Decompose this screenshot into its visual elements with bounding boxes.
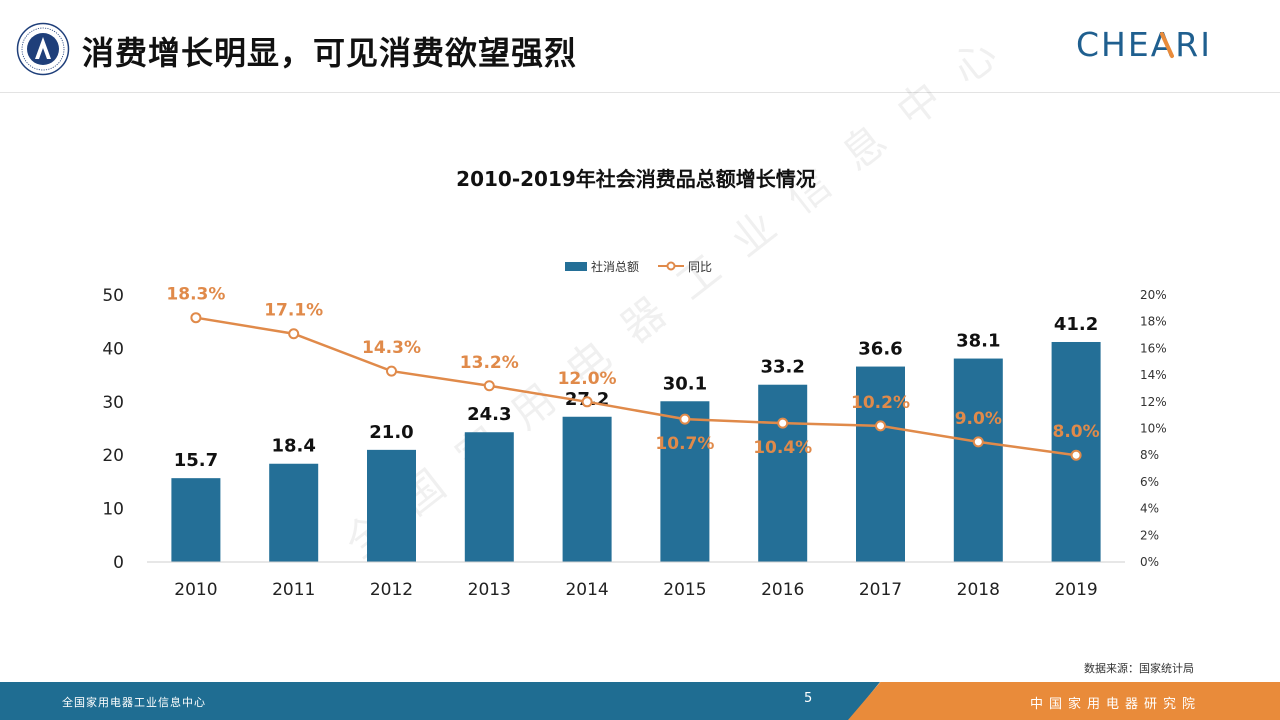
bar-value-label: 36.6 — [858, 339, 902, 360]
cheari-logo: CHEARI — [1076, 25, 1212, 64]
yoy-value-label: 10.4% — [753, 438, 812, 458]
x-tick-label: 2010 — [174, 580, 217, 600]
yoy-value-label: 17.1% — [264, 301, 323, 321]
left-tick-label: 10 — [102, 500, 124, 520]
x-tick-label: 2017 — [859, 580, 902, 600]
bar-value-label: 18.4 — [271, 436, 315, 457]
x-tick-label: 2014 — [565, 580, 608, 600]
bar-value-label: 30.1 — [663, 373, 707, 394]
left-tick-label: 0 — [113, 553, 124, 573]
left-tick-label: 50 — [102, 286, 124, 306]
bar-2014 — [562, 416, 612, 562]
legend-bar-swatch — [565, 262, 587, 271]
line-series: 18.3% 17.1% 14.3% 13.2% 12.0% 10.7% 10.4% 10.2%… — [166, 285, 1100, 461]
footer-right-band — [848, 682, 1280, 720]
header-divider — [0, 92, 1280, 93]
right-tick-label: 12% — [1140, 395, 1167, 409]
bar-value-label: 41.2 — [1054, 314, 1098, 335]
x-tick-label: 2015 — [663, 580, 706, 600]
left-tick-label: 30 — [102, 393, 124, 413]
bar-series: 15.718.421.024.327.230.133.236.638.141.2 — [171, 314, 1101, 562]
yoy-point-2017 — [875, 420, 886, 432]
right-tick-label: 6% — [1140, 475, 1159, 489]
right-tick-label: 8% — [1140, 448, 1159, 462]
x-tick-label: 2016 — [761, 580, 804, 600]
legend-bar-label: 社消总额 — [591, 259, 639, 274]
yoy-point-2016 — [777, 417, 789, 429]
yoy-value-label: 10.7% — [655, 434, 714, 454]
bar-2013 — [464, 432, 514, 562]
right-tick-label: 4% — [1140, 502, 1159, 516]
legend-line-label: 同比 — [688, 260, 712, 274]
bar-2018 — [953, 358, 1003, 562]
page-title: 消费增长明显，可见消费欲望强烈 — [82, 34, 578, 72]
org-emblem-icon — [16, 22, 70, 76]
x-tick-label: 2012 — [370, 580, 413, 600]
x-tick-label: 2011 — [272, 580, 315, 600]
bar-2016 — [758, 384, 808, 562]
bar-value-label: 21.0 — [369, 422, 413, 443]
yoy-value-label: 9.0% — [955, 409, 1002, 429]
yoy-point-2015 — [679, 413, 691, 425]
x-axis: 2010 2011 2012 2013 2014 2015 2016 2017 2018 2019 — [147, 561, 1125, 600]
bar-2011 — [269, 463, 319, 562]
yoy-value-label: 14.3% — [362, 338, 421, 358]
legend-line-marker — [666, 261, 676, 271]
yoy-value-label: 12.0% — [558, 369, 617, 389]
x-tick-label: 2019 — [1054, 580, 1097, 600]
right-y-axis: 0% 2% 4% 6% 8% 10% 12% 14% 16% 18% 20% — [1140, 288, 1167, 569]
yoy-point-2011 — [288, 328, 300, 340]
bar-value-label: 15.7 — [174, 450, 218, 471]
right-tick-label: 18% — [1140, 315, 1167, 329]
yoy-value-label: 8.0% — [1053, 422, 1100, 442]
bar-value-label: 38.1 — [956, 331, 1000, 352]
footer-org-name: 全国家用电器工业信息中心 — [62, 696, 206, 709]
chart-legend: 社消总额 同比 — [565, 259, 712, 274]
right-tick-label: 2% — [1140, 528, 1159, 542]
bar-value-label: 24.3 — [467, 404, 511, 425]
bar-2017 — [856, 366, 905, 562]
yoy-point-2019 — [1070, 449, 1082, 461]
right-tick-label: 14% — [1140, 368, 1167, 382]
right-tick-label: 10% — [1140, 422, 1167, 436]
left-tick-label: 20 — [102, 446, 124, 466]
x-tick-label: 2013 — [468, 580, 511, 600]
bar-2010 — [171, 478, 221, 562]
yoy-value-label: 13.2% — [460, 353, 519, 373]
yoy-point-2018 — [972, 436, 984, 448]
brand-logo-text: CHEARI — [1076, 25, 1212, 64]
chart-title: 2010-2019年社会消费品总额增长情况 — [456, 167, 816, 191]
footer-institute-name: 中国家用电器研究院 — [1030, 697, 1202, 712]
right-tick-label: 20% — [1140, 288, 1167, 302]
yoy-point-2012 — [386, 365, 397, 377]
yoy-point-2013 — [483, 380, 495, 392]
yoy-value-label: 18.3% — [166, 285, 225, 305]
footer-left-band — [0, 682, 880, 720]
data-source-note: 数据来源：国家统计局 — [1084, 662, 1194, 675]
yoy-point-2010 — [190, 312, 202, 324]
page-number: 5 — [804, 691, 813, 706]
right-tick-label: 0% — [1140, 555, 1159, 569]
yoy-line — [195, 316, 1077, 457]
left-y-axis: 0 10 20 30 40 50 — [102, 286, 124, 573]
bar-2015 — [660, 401, 710, 562]
bar-2012 — [367, 449, 416, 562]
x-tick-label: 2018 — [957, 580, 1000, 600]
yoy-point-2014 — [581, 396, 593, 408]
bar-value-label: 33.2 — [760, 357, 804, 378]
right-tick-label: 16% — [1140, 341, 1167, 355]
yoy-value-label: 10.2% — [851, 393, 910, 413]
left-tick-label: 40 — [102, 339, 124, 359]
